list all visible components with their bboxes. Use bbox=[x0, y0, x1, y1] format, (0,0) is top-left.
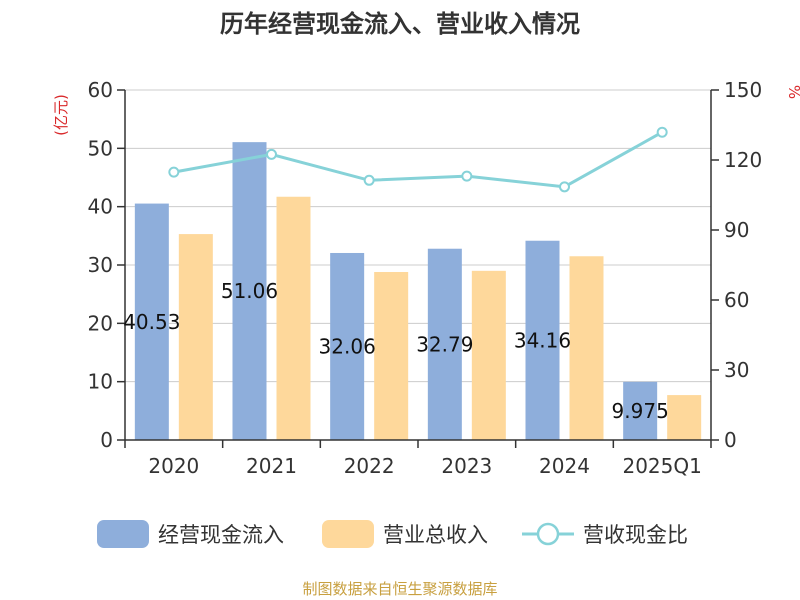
left-tick-label-60: 60 bbox=[88, 78, 113, 102]
right-tick-label-0: 0 bbox=[724, 428, 737, 452]
legend-item-ratio[interactable]: 营收现金比 bbox=[522, 522, 688, 547]
data-label-cash-inflow-2022: 32.06 bbox=[319, 334, 376, 358]
legend-swatch-cash-inflow bbox=[97, 520, 149, 548]
x-tick-label-2023: 2023 bbox=[441, 454, 492, 478]
bar-revenue-2025Q1 bbox=[667, 395, 702, 440]
axes: 0 10 20 30 40 50 60 0 30 60 90 120 150 2020 2021 2022 20… bbox=[88, 78, 763, 478]
legend-item-revenue[interactable]: 营业总收入 bbox=[322, 520, 488, 548]
bar-cash-inflow-2025Q1 bbox=[623, 381, 658, 440]
left-tick-label-20: 20 bbox=[88, 311, 113, 335]
bar-cash-inflow-2021 bbox=[232, 142, 267, 440]
legend-label-revenue: 营业总收入 bbox=[383, 523, 488, 547]
left-tick-label-0: 0 bbox=[100, 428, 113, 452]
ratio-point-2021 bbox=[266, 148, 277, 160]
legend-item-cash-inflow[interactable]: 经营现金流入 bbox=[97, 520, 284, 548]
right-axis-unit: % bbox=[785, 85, 800, 99]
left-tick-label-50: 50 bbox=[88, 136, 113, 160]
bar-cash-inflow-2024 bbox=[525, 240, 560, 440]
bar-revenue-2020 bbox=[178, 234, 213, 440]
legend-label-ratio: 营收现金比 bbox=[583, 523, 688, 547]
data-label-cash-inflow-2023: 32.79 bbox=[416, 332, 473, 356]
left-axis-unit: (亿元) bbox=[52, 94, 70, 136]
chart-title: 历年经营现金流入、营业收入情况 bbox=[220, 10, 580, 38]
data-label-cash-inflow-2021: 51.06 bbox=[221, 279, 278, 303]
x-tick-label-2022: 2022 bbox=[344, 454, 395, 478]
x-tick-label-2024: 2024 bbox=[539, 454, 590, 478]
legend: 经营现金流入 营业总收入 营收现金比 bbox=[97, 520, 688, 548]
data-labels: 40.53 51.06 32.06 32.79 34.16 9.975 bbox=[123, 279, 669, 423]
data-source-note: 制图数据来自恒生聚源数据库 bbox=[302, 580, 497, 598]
bar-revenue-2024 bbox=[569, 256, 604, 440]
bar-revenue-2022 bbox=[374, 272, 409, 440]
ratio-point-2023 bbox=[461, 170, 473, 182]
right-tick-label-30: 30 bbox=[724, 358, 749, 382]
ratio-point-2020 bbox=[168, 166, 180, 178]
right-tick-label-120: 120 bbox=[724, 148, 762, 172]
legend-swatch-revenue bbox=[322, 520, 374, 548]
ratio-line-path bbox=[173, 130, 663, 189]
ratio-point-2025Q1 bbox=[656, 126, 668, 138]
legend-label-cash-inflow: 经营现金流入 bbox=[158, 523, 284, 547]
bars bbox=[134, 142, 702, 440]
bar-cash-inflow-2022 bbox=[330, 252, 365, 440]
left-tick-label-30: 30 bbox=[88, 253, 113, 277]
grid-lines bbox=[125, 89, 711, 383]
bar-revenue-2023 bbox=[471, 270, 506, 440]
legend-marker-ratio bbox=[536, 522, 560, 546]
ratio-point-2024 bbox=[559, 181, 570, 193]
right-tick-label-90: 90 bbox=[724, 218, 749, 242]
x-tick-label-2021: 2021 bbox=[246, 454, 297, 478]
data-label-cash-inflow-2024: 34.16 bbox=[514, 328, 571, 352]
right-tick-label-150: 150 bbox=[724, 78, 762, 102]
right-tick-label-60: 60 bbox=[724, 288, 749, 312]
bar-revenue-2021 bbox=[276, 196, 311, 440]
ratio-point-2022 bbox=[363, 174, 375, 186]
ratio-line bbox=[168, 126, 668, 193]
x-tick-label-2025Q1: 2025Q1 bbox=[622, 454, 701, 478]
bar-cash-inflow-2023 bbox=[427, 248, 462, 440]
left-tick-label-10: 10 bbox=[88, 370, 113, 394]
data-label-cash-inflow-2020: 40.53 bbox=[123, 310, 180, 334]
data-label-cash-inflow-2025Q1: 9.975 bbox=[612, 399, 669, 423]
x-tick-label-2020: 2020 bbox=[148, 454, 199, 478]
left-tick-label-40: 40 bbox=[88, 195, 113, 219]
bar-cash-inflow-2020 bbox=[134, 203, 169, 440]
